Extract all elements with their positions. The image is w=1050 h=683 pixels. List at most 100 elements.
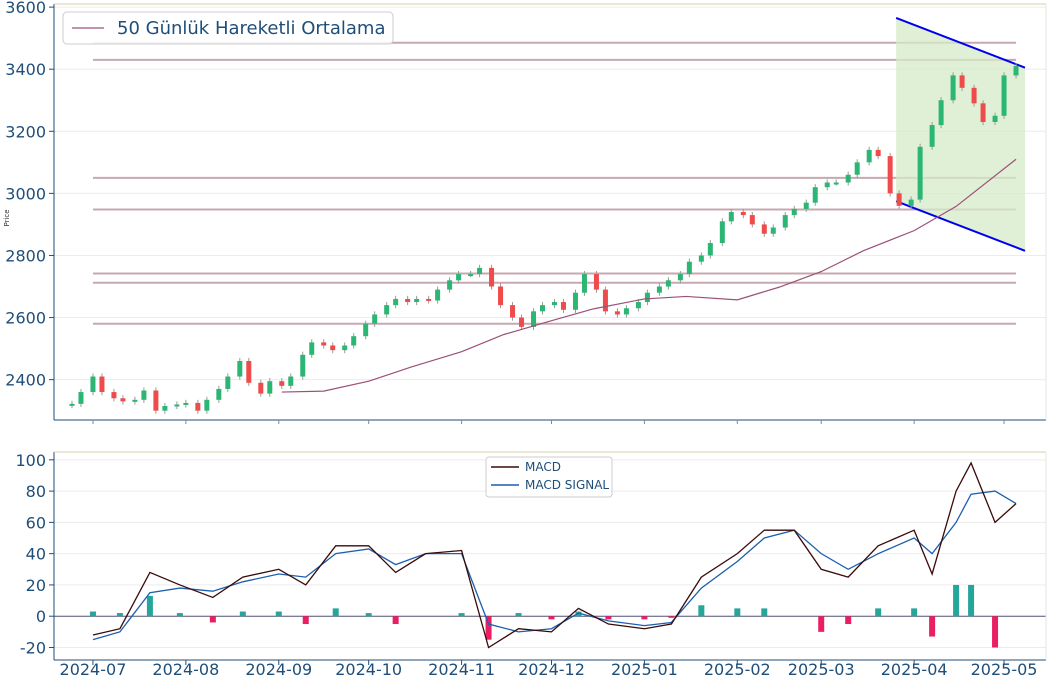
candle-body <box>330 345 336 351</box>
y-tick-label: 2600 <box>5 309 46 328</box>
channel-lower-line <box>895 200 1026 252</box>
macd-histogram-bar <box>818 616 825 632</box>
moving-average-line <box>281 158 1017 393</box>
macd-histogram-bar <box>575 611 582 617</box>
macd-histogram-bar <box>605 616 612 620</box>
macd-histogram-bar <box>392 616 399 625</box>
y-tick-label: 100 <box>15 451 46 470</box>
candle-body <box>258 382 264 394</box>
price-legend: 50 Günlük Hareketli Ortalama <box>62 11 394 45</box>
macd-histogram-bar <box>968 584 975 617</box>
candle-body <box>950 75 956 101</box>
candle-body <box>78 392 84 404</box>
candle-body <box>887 156 893 194</box>
y-tick-label: 3000 <box>5 184 46 203</box>
macd-histogram-bar <box>302 616 309 625</box>
macd-legend: MACD MACD SIGNAL <box>485 456 613 498</box>
y-tick-label: 3600 <box>5 0 46 17</box>
candle-body <box>237 361 243 377</box>
macd-histogram-bar <box>485 616 492 640</box>
x-tick-label: 2024-12 <box>518 660 585 679</box>
candle-body <box>456 274 462 281</box>
candle-body <box>980 103 986 122</box>
legend-box <box>62 11 394 45</box>
candle-body <box>812 187 818 203</box>
candle-body <box>677 274 683 281</box>
candle-body <box>581 274 587 293</box>
candle-body <box>602 289 608 312</box>
candle-body <box>414 298 420 303</box>
candle-body <box>363 323 369 337</box>
x-tick-label: 2025-05 <box>971 660 1038 679</box>
x-tick-label: 2025-04 <box>881 660 948 679</box>
candle-body <box>875 149 881 157</box>
candle-body <box>351 336 357 346</box>
candle-body <box>372 314 378 324</box>
macd-histogram-bar <box>209 616 216 623</box>
candle-body <box>728 212 734 222</box>
candle-body <box>183 402 189 405</box>
candle-body <box>111 392 117 399</box>
macd-histogram-bar <box>146 595 153 617</box>
candle-body <box>1001 75 1007 116</box>
candle-body <box>426 298 432 301</box>
candle-body <box>917 146 923 200</box>
candle-body <box>644 292 650 303</box>
candle-body <box>635 302 641 309</box>
macd-signal-line <box>92 490 1017 641</box>
candle-body <box>770 227 776 234</box>
x-tick-label: 2025-03 <box>788 660 855 679</box>
candle-body <box>153 390 159 411</box>
macd-histogram-bar <box>239 611 246 617</box>
candle-body <box>698 255 704 262</box>
candle-body <box>593 274 599 290</box>
candle-body <box>803 202 809 209</box>
candle-body <box>551 302 557 306</box>
candle-body <box>908 199 914 206</box>
candle-body <box>686 261 692 275</box>
candle-body <box>845 174 851 183</box>
candle-body <box>288 376 294 386</box>
candle-body <box>510 305 516 318</box>
macd-histogram-bar <box>698 605 705 617</box>
legend-macd-label: MACD <box>525 460 561 474</box>
candle-body <box>665 280 671 287</box>
candle-body <box>342 345 348 351</box>
candle-body <box>309 342 315 355</box>
candle-body <box>141 390 147 400</box>
x-tick-label: 2025-02 <box>704 660 771 679</box>
candle-body <box>69 403 75 406</box>
y-tick-label: -20 <box>20 638 46 657</box>
candle-body <box>267 381 273 394</box>
candle-body <box>246 361 252 383</box>
y-tick-label: 0 <box>36 607 46 626</box>
y-tick-label: 40 <box>26 545 46 564</box>
macd-histogram-bar <box>641 616 648 620</box>
candle-body <box>519 317 525 327</box>
candle-body <box>216 388 222 400</box>
candle-body <box>99 376 105 393</box>
macd-histogram-bar <box>365 613 372 617</box>
macd-histogram-bar <box>515 613 522 617</box>
candle-body <box>992 115 998 122</box>
y-tick-label: 80 <box>26 482 46 501</box>
candle-body <box>896 193 902 206</box>
macd-histogram-bar <box>332 608 339 617</box>
y-tick-label: 2400 <box>5 371 46 390</box>
candle-body <box>824 182 830 188</box>
candle-body <box>971 87 977 104</box>
x-tick-label: 2024-11 <box>428 660 495 679</box>
macd-chart: -20 0 20 40 60 80 100 2024-07 2024-08 2024-09 2024… <box>15 451 1047 679</box>
candle-body <box>225 376 231 389</box>
candle-body <box>384 305 390 315</box>
macd-histogram-bar <box>89 611 96 617</box>
candle-body <box>300 354 306 377</box>
candle-body <box>393 298 399 306</box>
candle-body <box>938 100 944 126</box>
candle-body <box>447 280 453 290</box>
macd-histogram-bar <box>275 611 282 617</box>
x-tick-label: 2024-10 <box>335 660 402 679</box>
candle-body <box>321 342 327 346</box>
candle-body <box>120 398 126 402</box>
candle-body <box>719 221 725 244</box>
